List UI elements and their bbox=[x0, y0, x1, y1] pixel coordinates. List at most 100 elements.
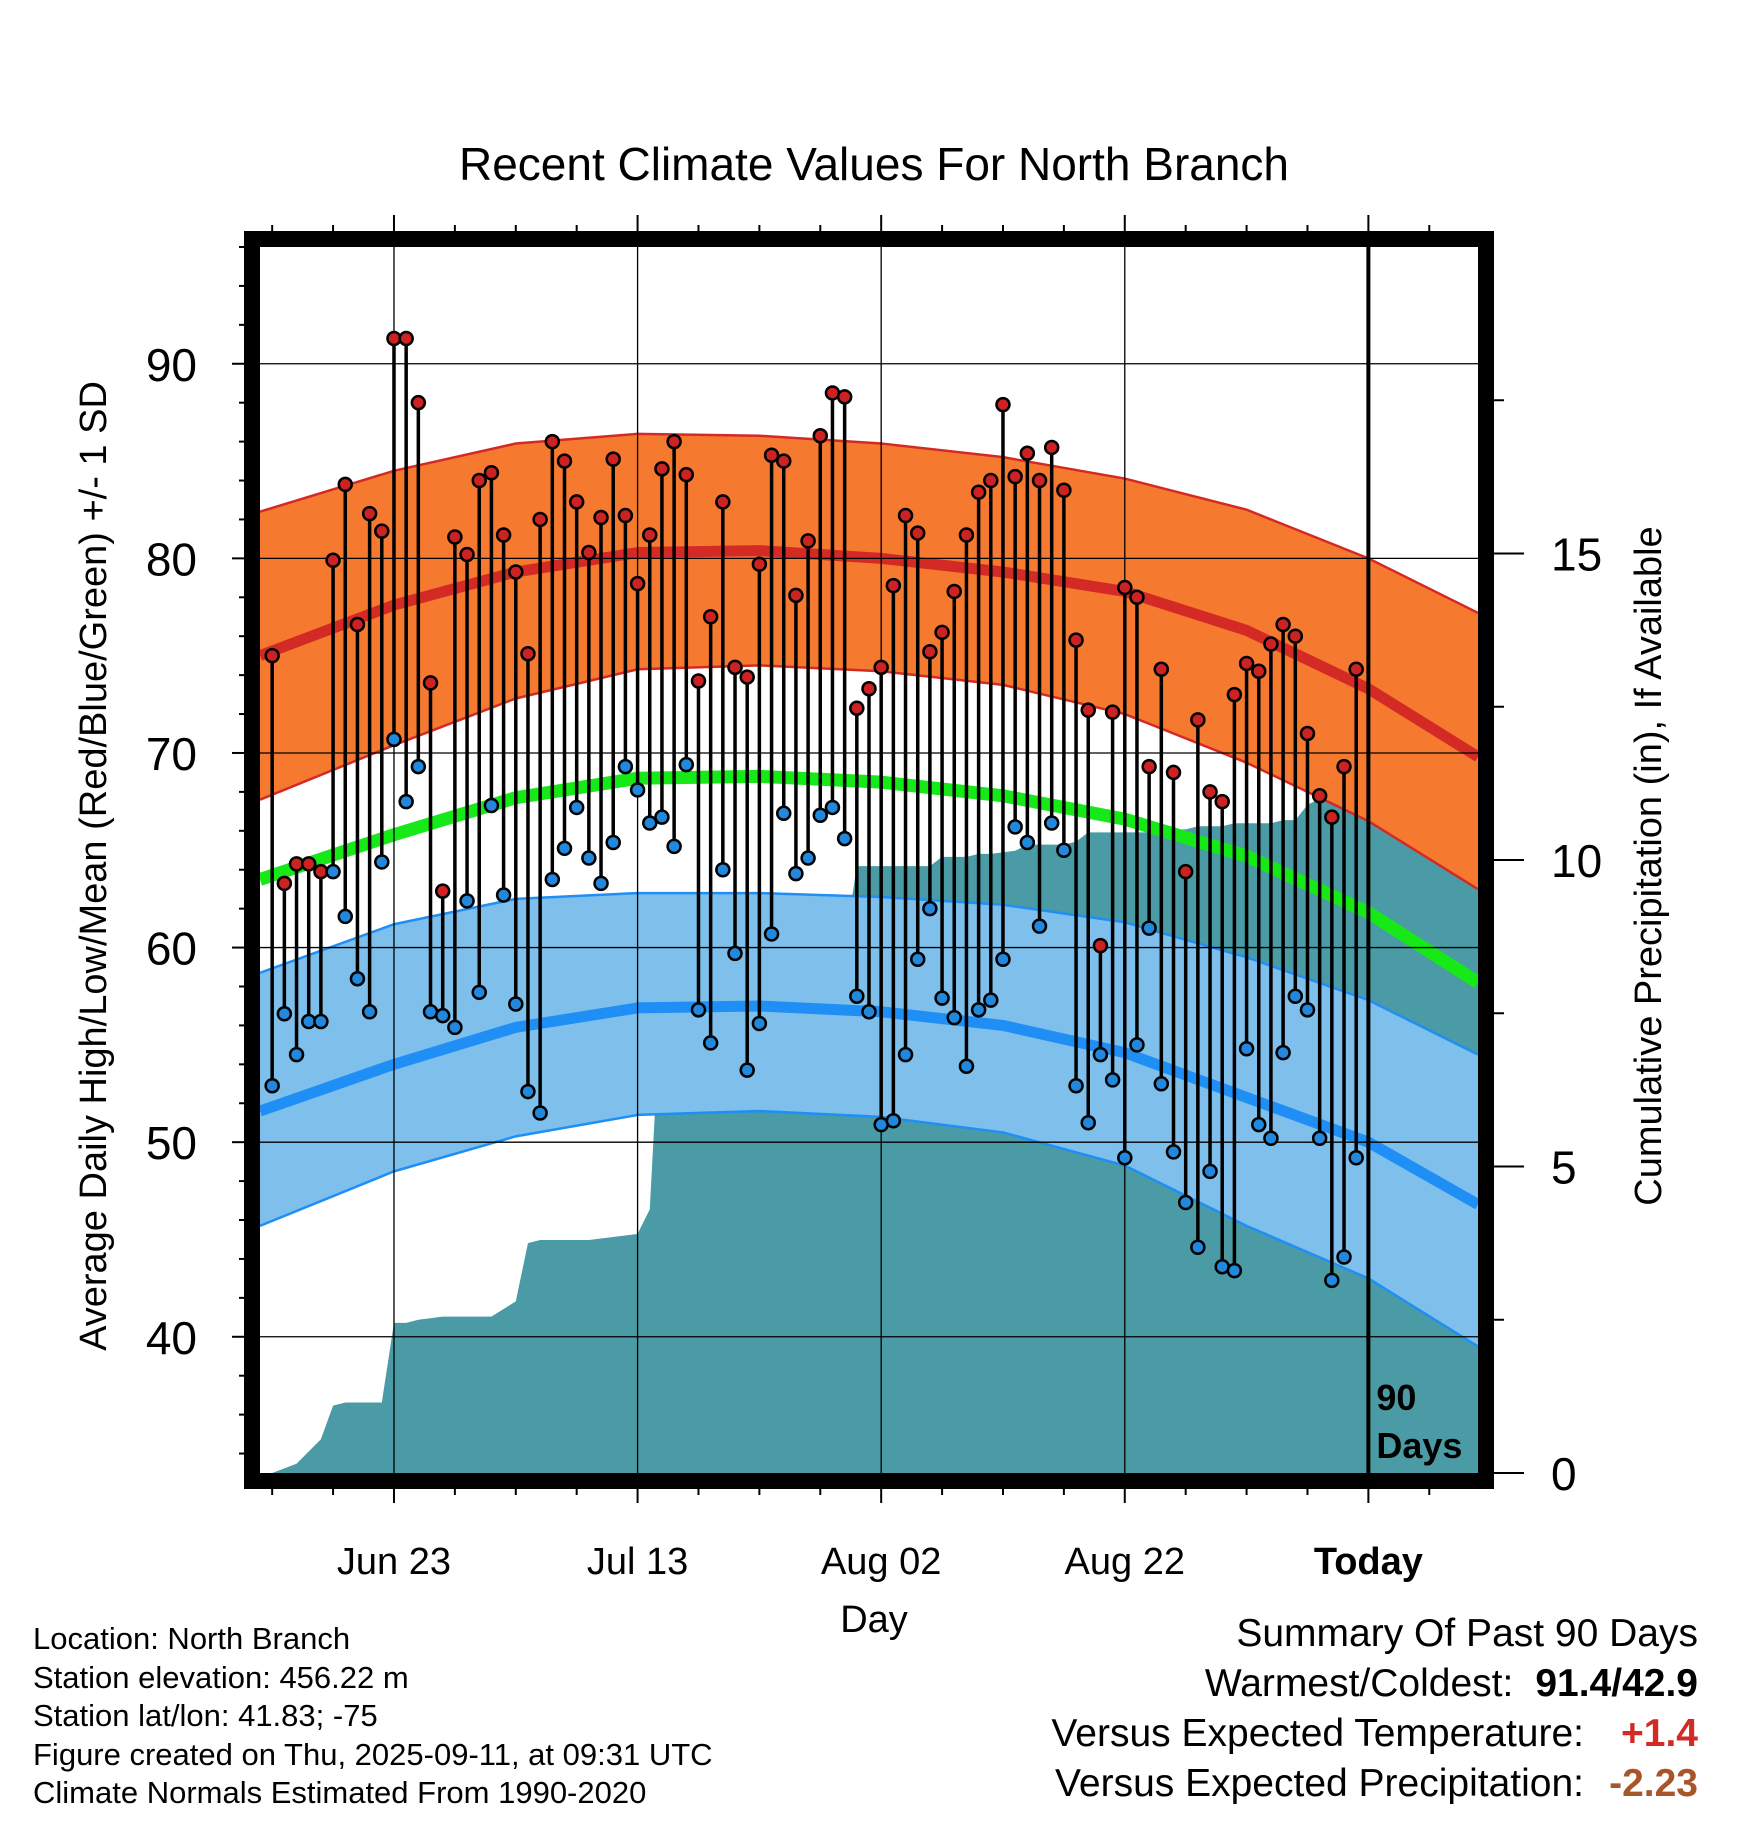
daily-low-point bbox=[788, 865, 804, 882]
daily-low-point bbox=[775, 805, 792, 822]
daily-high-point bbox=[276, 875, 293, 892]
daily-high-point bbox=[715, 494, 731, 510]
daily-high-point bbox=[398, 330, 414, 347]
daily-low-point bbox=[398, 793, 414, 810]
daily-high-point bbox=[958, 527, 975, 543]
daily-low-point bbox=[568, 799, 585, 816]
daily-low-point bbox=[739, 1062, 755, 1078]
daily-low-point bbox=[1202, 1163, 1218, 1180]
daily-low-point bbox=[983, 992, 999, 1008]
y2-tick-label: 0 bbox=[1551, 1448, 1577, 1500]
daily-low-point bbox=[1080, 1114, 1096, 1131]
temp-value: +1.4 bbox=[1621, 1712, 1698, 1755]
normals-text: Climate Normals Estimated From 1990-2020 bbox=[33, 1775, 647, 1810]
daily-low-point bbox=[325, 863, 341, 880]
daily-high-point bbox=[1202, 784, 1218, 800]
daily-low-point bbox=[897, 1046, 914, 1063]
daily-low-point bbox=[520, 1083, 536, 1100]
daily-high-point bbox=[1287, 628, 1304, 644]
daily-high-point bbox=[946, 583, 963, 600]
daily-low-point bbox=[1043, 815, 1060, 831]
elevation-text: Station elevation: 456.22 m bbox=[33, 1659, 409, 1695]
daily-high-point bbox=[422, 675, 439, 691]
daily-high-point bbox=[1104, 704, 1121, 720]
daily-low-point bbox=[361, 1004, 378, 1020]
daily-high-point bbox=[739, 669, 755, 685]
daily-low-point bbox=[1190, 1239, 1206, 1256]
daily-low-point bbox=[946, 1009, 963, 1026]
y-tick-label: 60 bbox=[146, 923, 197, 975]
daily-low-point bbox=[1336, 1249, 1352, 1265]
daily-high-point bbox=[690, 673, 707, 689]
daily-high-point bbox=[934, 624, 950, 641]
daily-high-point bbox=[434, 883, 451, 899]
daily-low-point bbox=[264, 1077, 280, 1094]
daily-low-point bbox=[678, 756, 695, 773]
daily-high-point bbox=[617, 507, 634, 524]
daily-high-point bbox=[873, 659, 889, 676]
daily-high-point bbox=[1153, 661, 1170, 678]
y2-tick-label: 15 bbox=[1551, 529, 1602, 581]
daily-high-point bbox=[897, 507, 914, 524]
daily-high-point bbox=[544, 433, 561, 450]
daily-high-point bbox=[1177, 863, 1194, 880]
daily-high-point bbox=[1068, 632, 1084, 648]
location-text: Location: North Branch bbox=[33, 1621, 351, 1656]
daily-low-point bbox=[849, 988, 865, 1004]
daily-high-point bbox=[605, 451, 621, 467]
daily-low-point bbox=[459, 893, 475, 909]
daily-low-point bbox=[556, 840, 573, 857]
daily-low-point bbox=[666, 838, 682, 855]
x-tick-label: Today bbox=[1314, 1541, 1423, 1583]
daily-low-point bbox=[909, 951, 926, 967]
y2-tick-label: 5 bbox=[1551, 1142, 1577, 1194]
station-info: Location: North Branch Station elevation… bbox=[33, 1620, 713, 1813]
daily-high-point bbox=[1129, 589, 1145, 606]
daily-high-point bbox=[983, 472, 999, 489]
daily-low-point bbox=[824, 799, 841, 816]
daily-low-point bbox=[374, 854, 390, 870]
temp-label: Versus Expected Temperature: bbox=[1051, 1712, 1584, 1755]
y-axis-label: Average Daily High/Low/Mean (Red/Blue/Gr… bbox=[73, 381, 115, 1351]
daily-high-point bbox=[374, 523, 390, 539]
daily-high-point bbox=[885, 577, 902, 594]
daily-high-point bbox=[508, 564, 524, 580]
daily-low-point bbox=[1263, 1130, 1279, 1147]
x-tick-label: Aug 02 bbox=[821, 1541, 941, 1583]
daily-high-point bbox=[520, 645, 536, 662]
summary-panel: Summary Of Past 90 Days Warmest/Coldest:… bbox=[1051, 1609, 1698, 1809]
daily-high-point bbox=[1092, 937, 1109, 954]
daily-high-point bbox=[483, 464, 500, 481]
daily-high-point bbox=[1141, 758, 1157, 775]
precip-row: Versus Expected Precipitation: -2.23 bbox=[1051, 1759, 1698, 1809]
daily-high-point bbox=[909, 525, 926, 541]
daily-low-point bbox=[1092, 1046, 1109, 1063]
daily-high-point bbox=[1299, 725, 1316, 742]
daily-high-point bbox=[702, 608, 719, 625]
daily-high-point bbox=[459, 546, 475, 563]
daily-high-point bbox=[1238, 655, 1255, 672]
daily-high-point bbox=[300, 856, 317, 872]
daily-low-point bbox=[885, 1113, 902, 1129]
daily-high-point bbox=[654, 461, 670, 477]
daily-low-point bbox=[605, 834, 621, 851]
daily-low-point bbox=[995, 951, 1011, 967]
daily-high-point bbox=[836, 389, 853, 405]
warmest-label: Warmest/Coldest: bbox=[1204, 1662, 1514, 1705]
x-axis-label: Day bbox=[840, 1599, 908, 1641]
y-tick-label: 80 bbox=[146, 533, 197, 585]
daily-low-point bbox=[715, 861, 731, 878]
y-tick-label: 40 bbox=[146, 1312, 197, 1364]
daily-low-point bbox=[337, 908, 354, 925]
daily-high-point bbox=[264, 647, 280, 664]
daily-low-point bbox=[1238, 1041, 1255, 1057]
daily-high-point bbox=[325, 552, 341, 569]
temp-row: Versus Expected Temperature: +1.4 bbox=[1051, 1709, 1698, 1759]
daily-low-point bbox=[934, 990, 950, 1006]
daily-low-point bbox=[702, 1035, 719, 1051]
daily-low-point bbox=[349, 970, 366, 987]
daily-low-point bbox=[1287, 988, 1304, 1004]
daily-low-point bbox=[654, 809, 670, 825]
daily-high-point bbox=[447, 529, 463, 545]
daily-low-point bbox=[276, 1005, 293, 1022]
